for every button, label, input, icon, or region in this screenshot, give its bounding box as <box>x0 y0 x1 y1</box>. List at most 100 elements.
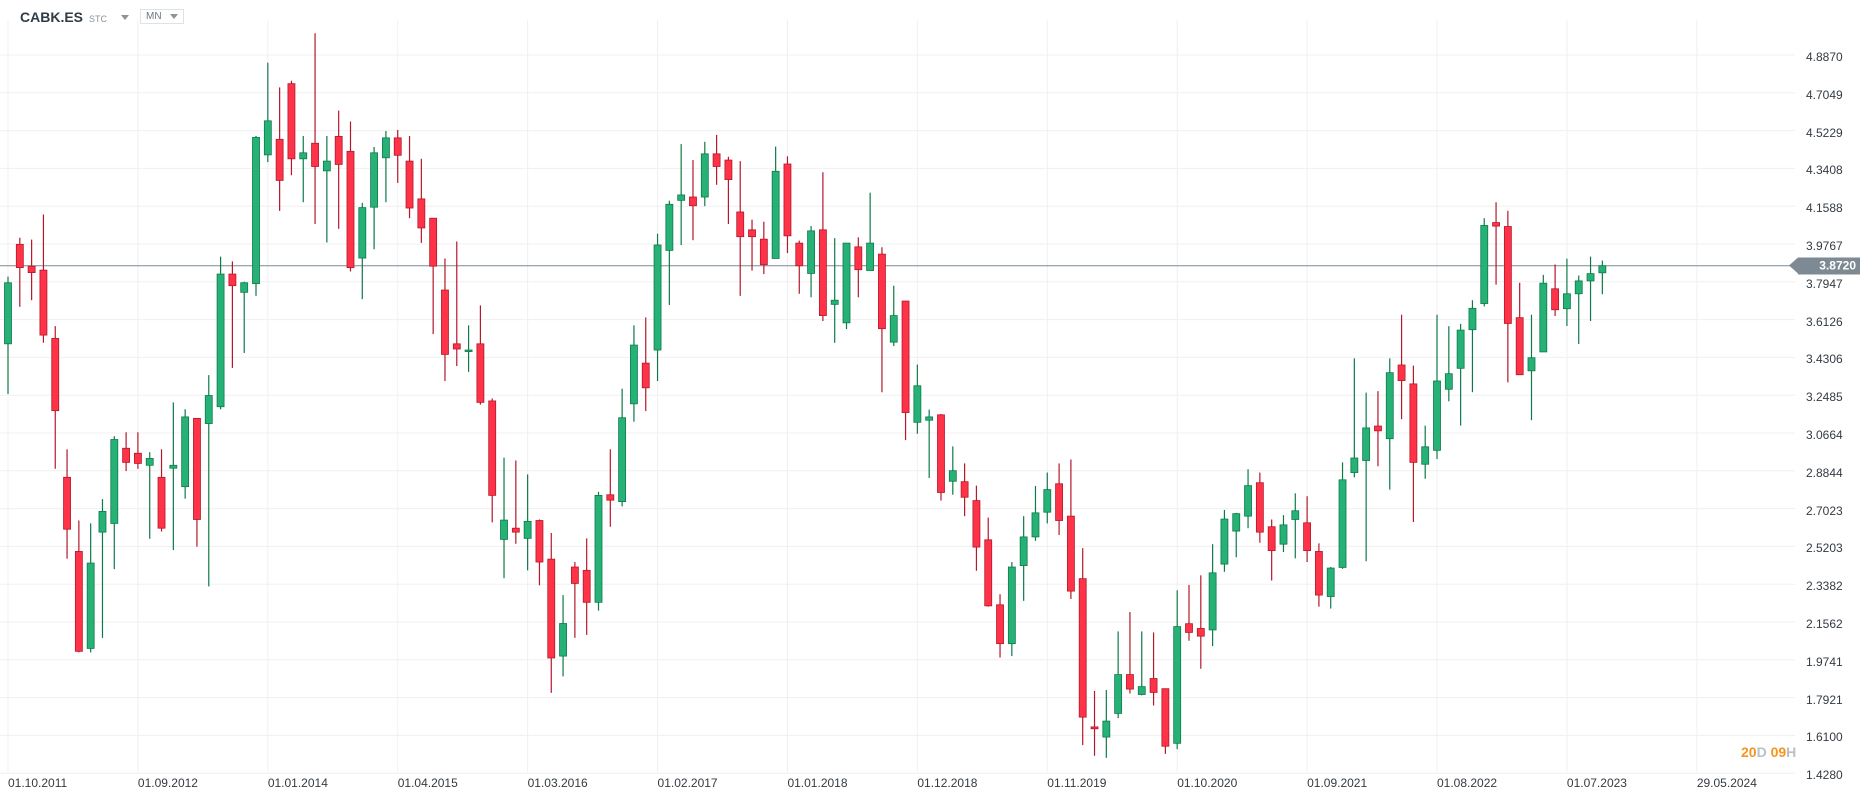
countdown-hours-unit: H <box>1786 744 1797 760</box>
candle-up <box>145 452 154 539</box>
candle-body <box>1385 372 1394 440</box>
last-price-tag: 3.8720 <box>1789 257 1860 275</box>
candle-body <box>39 269 48 336</box>
candle-body <box>665 203 674 251</box>
price-tick-label: 1.9741 <box>1806 654 1843 669</box>
candle-up <box>1350 358 1359 478</box>
candle-down <box>488 398 497 523</box>
date-tick-label: 01.03.2016 <box>527 776 588 790</box>
candle-up <box>204 375 213 587</box>
price-tick-label: 2.8844 <box>1806 465 1843 480</box>
candle-down <box>984 517 993 607</box>
countdown-days: 20 <box>1741 744 1757 760</box>
candle-body <box>1492 222 1500 227</box>
candle-down <box>1267 519 1276 581</box>
candle-body <box>63 476 71 530</box>
candle-body <box>464 349 473 352</box>
timeframe-dropdown[interactable]: MN <box>140 9 184 24</box>
candle-body <box>169 464 178 469</box>
candle-body <box>1551 288 1560 311</box>
candle-body <box>559 623 567 657</box>
candle-down <box>311 33 319 225</box>
date-tick-label: 01.12.2018 <box>917 776 978 790</box>
candle-down <box>606 449 615 527</box>
candle-body <box>240 282 249 293</box>
candle-body <box>547 558 556 659</box>
candle-up <box>110 436 119 570</box>
date-tick-label: 01.10.2011 <box>8 776 68 790</box>
chevron-down-icon[interactable] <box>121 14 130 20</box>
candle-down <box>1492 202 1500 285</box>
candle-body <box>122 447 130 463</box>
candle-down <box>511 460 520 544</box>
candle-body <box>535 520 544 563</box>
candle-body <box>618 417 627 503</box>
candle-down <box>51 326 60 469</box>
candle-body <box>441 289 449 355</box>
candle-body <box>771 170 780 259</box>
candle-up <box>1598 260 1607 295</box>
price-tick-label: 2.3382 <box>1806 579 1843 594</box>
candle-body <box>157 476 166 529</box>
candle-up <box>1173 590 1182 750</box>
candle-up <box>1385 358 1394 490</box>
candle-body <box>630 344 638 405</box>
candle-up <box>1208 544 1217 647</box>
candle-body <box>641 362 650 389</box>
candle-up <box>1043 472 1052 524</box>
candle-up <box>500 457 508 579</box>
candle-up <box>594 491 603 611</box>
candle-up <box>252 135 260 296</box>
candle-body <box>228 273 237 287</box>
candle-body <box>878 253 886 330</box>
candle-body <box>1563 293 1571 310</box>
candle-down <box>1315 543 1323 607</box>
price-tick-label: 2.7023 <box>1806 503 1843 518</box>
candle-down <box>854 237 863 298</box>
candle-up <box>807 226 815 298</box>
candle-down <box>122 432 130 472</box>
candle-down <box>1303 496 1311 563</box>
candle-up <box>925 409 934 478</box>
candle-up <box>630 325 638 422</box>
candle-up <box>1468 300 1477 393</box>
candle-up <box>181 409 190 499</box>
candle-body <box>1137 686 1146 695</box>
candle-body <box>1586 273 1595 282</box>
price-tick-label: 3.6126 <box>1806 314 1843 329</box>
candle-up <box>1326 567 1335 609</box>
candle-body <box>322 160 331 172</box>
date-tick-label: 01.01.2014 <box>267 776 328 790</box>
candle-up <box>464 325 473 372</box>
candle-body <box>74 551 83 652</box>
candle-body <box>948 470 957 482</box>
candle-body <box>1574 280 1583 295</box>
price-tick-label: 3.2485 <box>1806 390 1843 405</box>
candle-body <box>358 207 367 259</box>
candle-up <box>1362 392 1371 562</box>
price-tick-label: 3.7947 <box>1806 276 1843 291</box>
symbol-selector[interactable]: CABK.ES STC <box>20 9 130 25</box>
candle-up <box>98 499 107 638</box>
candle-up <box>1019 516 1028 601</box>
candle-up <box>559 595 567 677</box>
candle-body <box>996 604 1004 645</box>
candle-body <box>393 137 402 156</box>
candle-body <box>1539 282 1548 353</box>
candle-down <box>452 241 461 367</box>
candle-up <box>1456 323 1465 426</box>
candle-up <box>1279 515 1288 553</box>
candle-body <box>145 458 154 466</box>
candle-body <box>1421 446 1430 465</box>
candle-body <box>1468 307 1477 331</box>
candle-body <box>51 338 60 412</box>
candle-body <box>15 243 24 269</box>
price-tick-label: 4.8870 <box>1806 50 1843 64</box>
candle-body <box>382 137 390 159</box>
candle-up <box>653 233 662 381</box>
candle-down <box>783 156 792 254</box>
candle-body <box>866 242 875 271</box>
candle-up <box>216 256 225 410</box>
candle-down <box>795 240 804 294</box>
